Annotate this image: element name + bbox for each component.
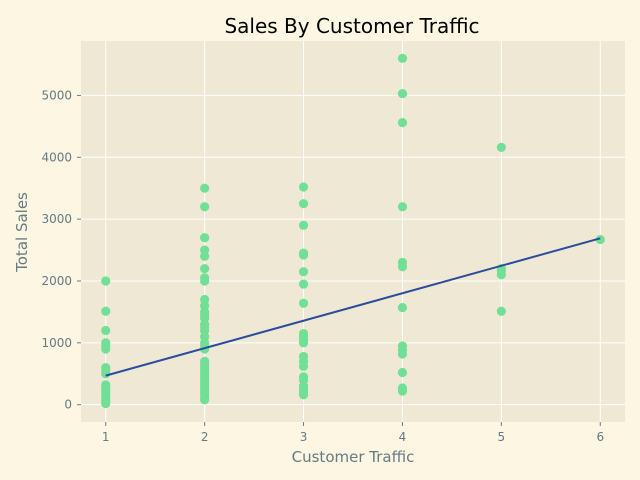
data-point: [200, 264, 210, 274]
data-point: [101, 369, 111, 379]
data-point: [200, 276, 210, 286]
data-point: [397, 88, 408, 99]
data-point: [200, 183, 210, 193]
data-point: [397, 202, 408, 212]
data-points: [101, 53, 605, 409]
data-point: [200, 395, 210, 405]
y-tick-label: 1000: [41, 336, 72, 350]
data-point: [496, 270, 506, 280]
x-tick-label: 1: [102, 430, 110, 444]
data-point: [397, 386, 408, 396]
data-point: [101, 344, 111, 354]
chart-title: Sales By Customer Traffic: [224, 14, 479, 38]
y-tick-label: 4000: [41, 150, 72, 164]
data-point: [200, 202, 210, 212]
grid: [81, 41, 625, 422]
data-point: [101, 398, 111, 409]
data-point: [298, 361, 309, 371]
x-tick-label: 4: [399, 430, 407, 444]
data-point: [397, 302, 408, 313]
data-point: [101, 325, 111, 336]
data-point: [298, 250, 309, 260]
data-point: [298, 279, 309, 289]
data-point: [397, 367, 408, 378]
x-tick-label: 3: [300, 430, 308, 444]
data-point: [200, 251, 210, 261]
data-point: [298, 199, 309, 209]
x-tick-label: 2: [201, 430, 209, 444]
x-tick-label: 6: [596, 430, 604, 444]
data-point: [101, 306, 111, 316]
data-point: [298, 220, 309, 230]
y-tick-label: 0: [64, 398, 72, 412]
data-point: [298, 338, 309, 348]
data-point: [397, 349, 408, 359]
data-point: [496, 142, 506, 152]
data-point: [101, 276, 111, 286]
data-point: [397, 118, 408, 128]
x-axis-label: Customer Traffic: [292, 448, 415, 466]
data-point: [298, 390, 309, 400]
y-tick-label: 5000: [41, 88, 72, 102]
plot-area: [81, 41, 625, 422]
data-point: [595, 234, 605, 245]
data-point: [496, 306, 506, 316]
data-point: [397, 53, 408, 63]
data-point: [298, 298, 309, 308]
data-point: [298, 182, 309, 192]
data-point: [298, 267, 309, 277]
y-tick-label: 2000: [41, 274, 72, 288]
data-point: [397, 262, 408, 272]
data-point: [200, 233, 210, 243]
axis-ticks: 1 2 3 4 5 6 0 1000 2000 3000 4000 5000: [41, 88, 604, 444]
y-tick-label: 3000: [41, 212, 72, 226]
x-tick-label: 5: [498, 430, 506, 444]
trend-line: [105, 237, 601, 377]
y-axis-label: Total Sales: [13, 192, 31, 273]
